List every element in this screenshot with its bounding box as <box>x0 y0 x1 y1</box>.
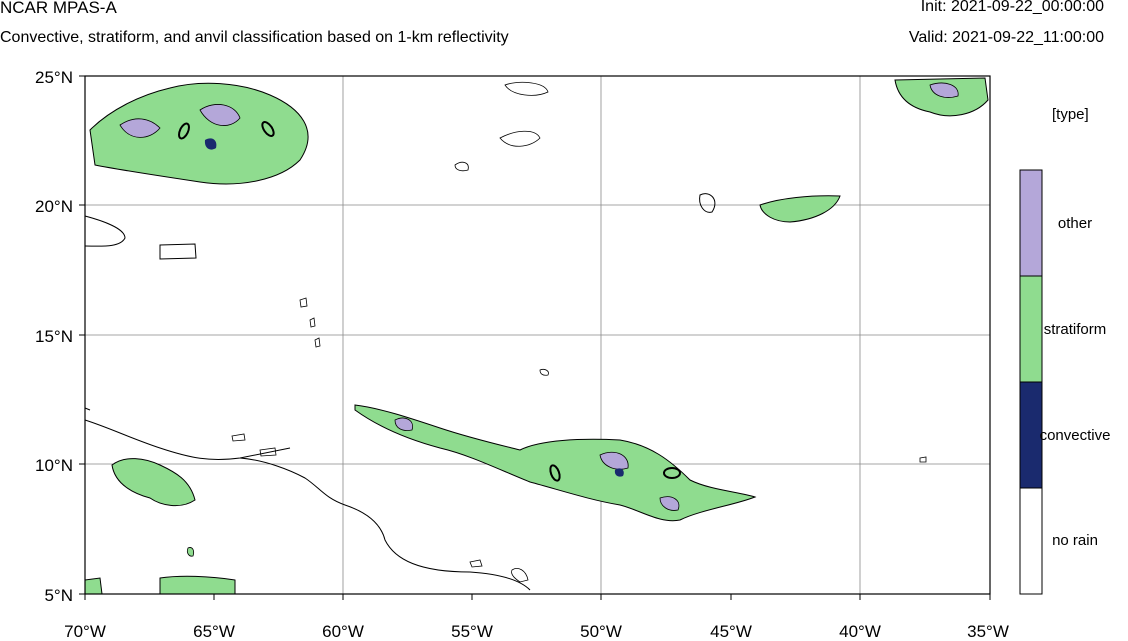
axis-ticks <box>79 75 991 600</box>
legend-title: [type] <box>1052 106 1089 123</box>
lon-tick-label: 65°W <box>193 622 235 641</box>
legend-colorbar <box>1019 169 1043 595</box>
legend-label-convective: convective <box>1039 427 1111 444</box>
page-subtitle: Convective, stratiform, and anvil classi… <box>0 29 509 46</box>
valid-time: Valid: 2021-09-22_11:00:00 <box>908 29 1104 46</box>
lon-tick-label: 45°W <box>710 622 752 641</box>
init-time: Init: 2021-09-22_00:00:00 <box>920 0 1104 15</box>
lon-tick-label: 35°W <box>967 622 1009 641</box>
lat-tick-label: 25°N <box>35 68 73 87</box>
legend-label-no-rain: no rain <box>1052 532 1098 549</box>
storm-cluster-ne <box>894 77 989 117</box>
lat-tick-label: 20°N <box>35 197 73 216</box>
lat-tick-label: 5°N <box>44 586 73 605</box>
storm-cluster-sw <box>84 458 236 595</box>
lon-tick-label: 40°W <box>839 622 881 641</box>
isolated-contours <box>231 81 927 583</box>
lon-tick-label: 50°W <box>580 622 622 641</box>
storm-band-central <box>354 404 757 522</box>
legend-swatch-no-rain <box>1019 487 1043 595</box>
lon-tick-label: 55°W <box>451 622 493 641</box>
legend-label-stratiform: stratiform <box>1043 321 1107 338</box>
lat-tick-label: 15°N <box>35 327 73 346</box>
legend-label-other: other <box>1057 215 1093 232</box>
lon-tick-label: 70°W <box>64 622 106 641</box>
page-title: NCAR MPAS-A <box>0 0 117 17</box>
lon-tick-label: 60°W <box>322 622 364 641</box>
storm-cluster-east <box>699 193 841 223</box>
storm-cluster-nw <box>89 82 309 185</box>
coastlines <box>84 215 531 591</box>
lat-tick-label: 10°N <box>35 456 73 475</box>
